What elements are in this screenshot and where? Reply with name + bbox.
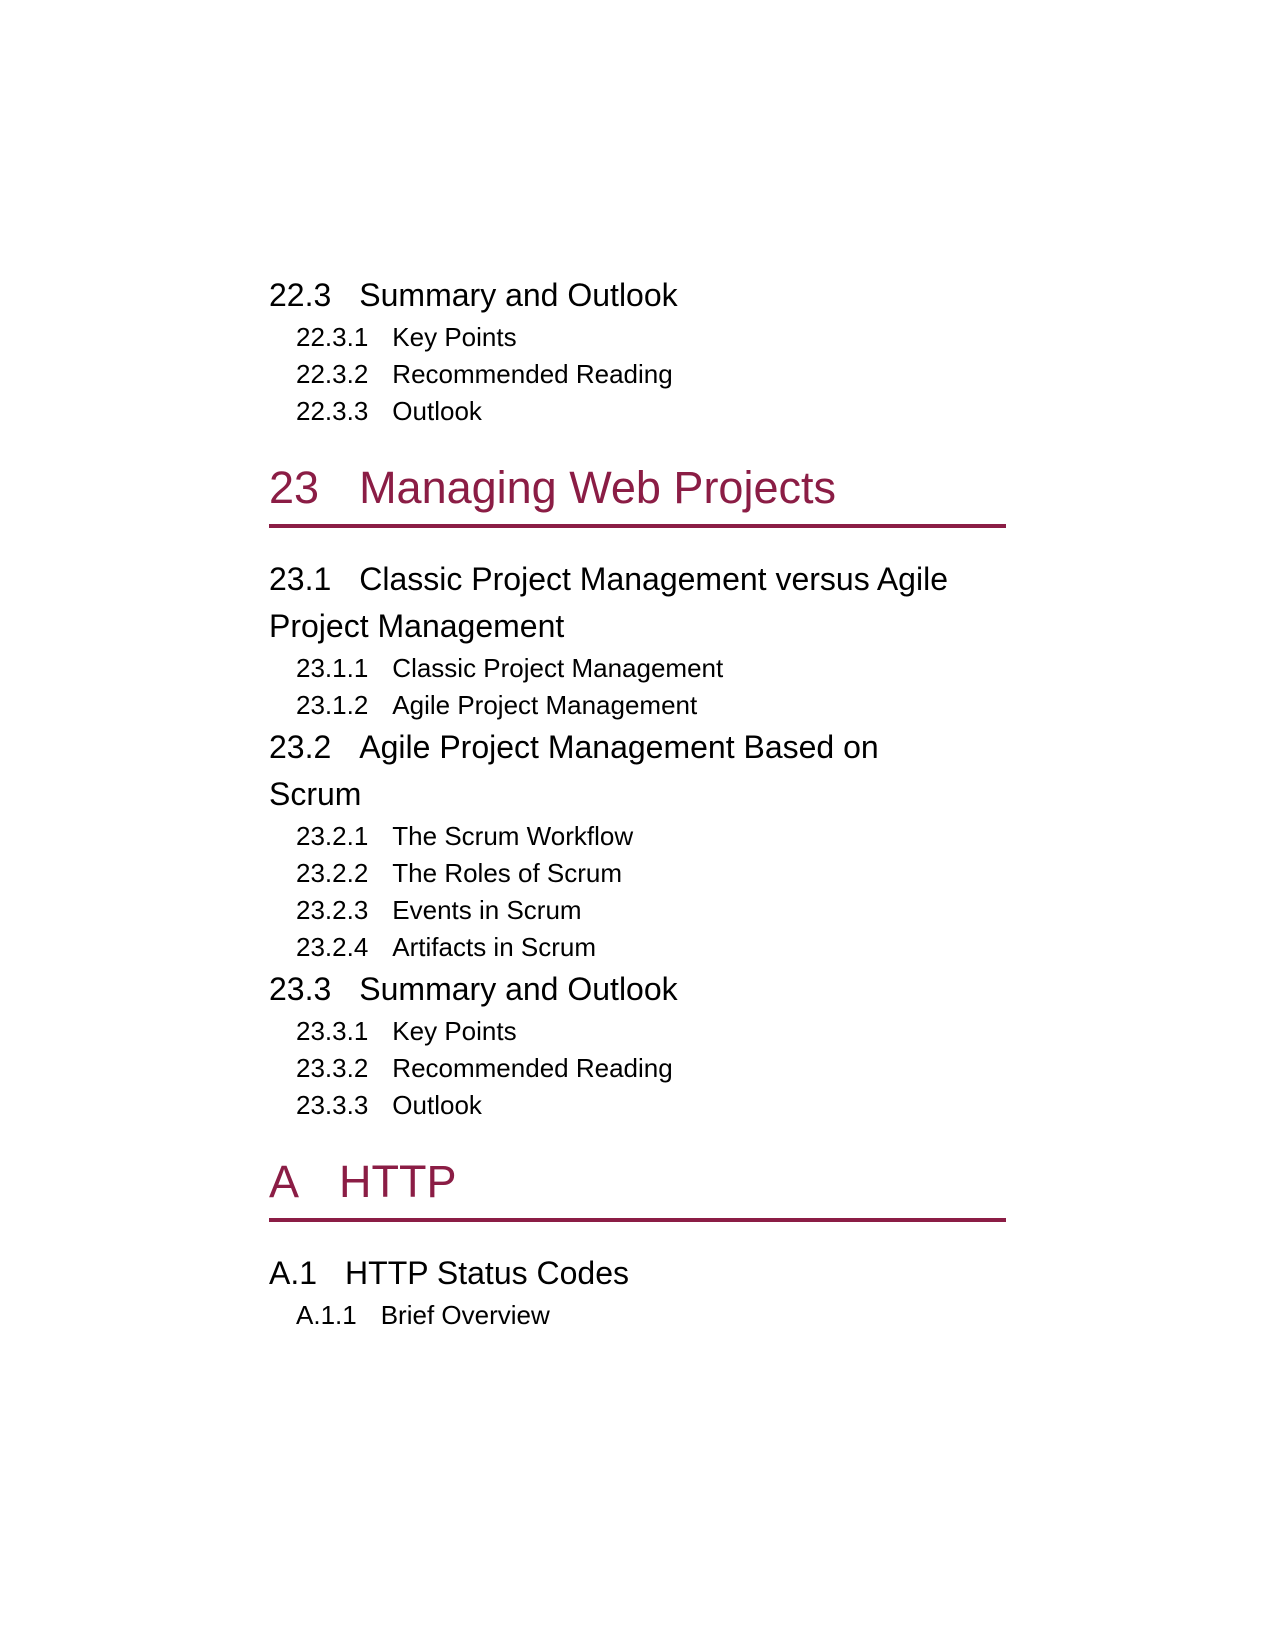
section-title: Agile Project Management Based on Scrum bbox=[269, 729, 879, 812]
toc-section-23-1[interactable]: 23.1 Classic Project Management versus Ag… bbox=[269, 556, 1006, 650]
section-number: 22.3 bbox=[269, 277, 332, 313]
subsection-title: Recommended Reading bbox=[392, 1053, 673, 1083]
section-number: 23.1 bbox=[269, 561, 332, 597]
subsection-number: 23.2.1 bbox=[296, 821, 369, 851]
toc-section-23-3[interactable]: 23.3 Summary and Outlook bbox=[269, 966, 1006, 1013]
toc-subsection-22-3-2[interactable]: 22.3.2 Recommended Reading bbox=[269, 356, 1006, 393]
subsection-title: Key Points bbox=[392, 322, 517, 352]
subsection-number: 23.2.3 bbox=[296, 895, 369, 925]
subsection-number: 23.2.4 bbox=[296, 932, 369, 962]
toc-subsection-23-2-1[interactable]: 23.2.1 The Scrum Workflow bbox=[269, 818, 1006, 855]
section-title: Summary and Outlook bbox=[359, 971, 678, 1007]
subsection-title: Events in Scrum bbox=[392, 895, 582, 925]
toc-subsection-23-3-1[interactable]: 23.3.1 Key Points bbox=[269, 1013, 1006, 1050]
toc-subsection-23-1-1[interactable]: 23.1.1 Classic Project Management bbox=[269, 650, 1006, 687]
toc-subsection-23-1-2[interactable]: 23.1.2 Agile Project Management bbox=[269, 687, 1006, 724]
toc-chapter-23[interactable]: 23 Managing Web Projects bbox=[269, 460, 1006, 528]
subsection-title: Classic Project Management bbox=[392, 653, 724, 683]
chapter-title: HTTP bbox=[339, 1156, 457, 1207]
subsection-title: The Scrum Workflow bbox=[392, 821, 634, 851]
subsection-number: 23.2.2 bbox=[296, 858, 369, 888]
subsection-title: Artifacts in Scrum bbox=[392, 932, 597, 962]
chapter-number: A bbox=[269, 1156, 300, 1207]
subsection-number: 23.1.1 bbox=[296, 653, 369, 683]
toc-chapter-a[interactable]: A HTTP bbox=[269, 1154, 1006, 1222]
table-of-contents: 22.3 Summary and Outlook 22.3.1 Key Points… bbox=[269, 272, 1006, 1334]
subsection-number: 22.3.2 bbox=[296, 359, 369, 389]
subsection-title: Agile Project Management bbox=[392, 690, 698, 720]
section-number: 23.2 bbox=[269, 729, 332, 765]
subsection-number: 23.3.2 bbox=[296, 1053, 369, 1083]
subsection-number: 22.3.3 bbox=[296, 396, 369, 426]
subsection-title: The Roles of Scrum bbox=[392, 858, 623, 888]
subsection-title: Outlook bbox=[392, 1090, 482, 1120]
section-number: 23.3 bbox=[269, 971, 332, 1007]
subsection-number: 23.3.1 bbox=[296, 1016, 369, 1046]
toc-section-22-3[interactable]: 22.3 Summary and Outlook bbox=[269, 272, 1006, 319]
chapter-title: Managing Web Projects bbox=[359, 462, 836, 513]
toc-subsection-23-2-4[interactable]: 23.2.4 Artifacts in Scrum bbox=[269, 929, 1006, 966]
toc-subsection-23-2-2[interactable]: 23.2.2 The Roles of Scrum bbox=[269, 855, 1006, 892]
section-number: A.1 bbox=[269, 1255, 318, 1291]
subsection-title: Recommended Reading bbox=[392, 359, 673, 389]
chapter-number: 23 bbox=[269, 462, 320, 513]
toc-subsection-23-2-3[interactable]: 23.2.3 Events in Scrum bbox=[269, 892, 1006, 929]
subsection-title: Brief Overview bbox=[380, 1300, 550, 1330]
toc-subsection-a-1-1[interactable]: A.1.1 Brief Overview bbox=[269, 1297, 1006, 1334]
subsection-number: A.1.1 bbox=[296, 1300, 357, 1330]
section-title: Classic Project Management versus Agile … bbox=[269, 561, 948, 644]
section-title: HTTP Status Codes bbox=[345, 1255, 629, 1291]
subsection-number: 23.1.2 bbox=[296, 690, 369, 720]
subsection-title: Outlook bbox=[392, 396, 482, 426]
subsection-number: 23.3.3 bbox=[296, 1090, 369, 1120]
toc-subsection-22-3-1[interactable]: 22.3.1 Key Points bbox=[269, 319, 1006, 356]
toc-subsection-23-3-2[interactable]: 23.3.2 Recommended Reading bbox=[269, 1050, 1006, 1087]
subsection-number: 22.3.1 bbox=[296, 322, 369, 352]
section-title: Summary and Outlook bbox=[359, 277, 678, 313]
toc-subsection-22-3-3[interactable]: 22.3.3 Outlook bbox=[269, 393, 1006, 430]
toc-section-23-2[interactable]: 23.2 Agile Project Management Based on Sc… bbox=[269, 724, 929, 818]
toc-section-a-1[interactable]: A.1 HTTP Status Codes bbox=[269, 1250, 1006, 1297]
subsection-title: Key Points bbox=[392, 1016, 517, 1046]
toc-subsection-23-3-3[interactable]: 23.3.3 Outlook bbox=[269, 1087, 1006, 1124]
